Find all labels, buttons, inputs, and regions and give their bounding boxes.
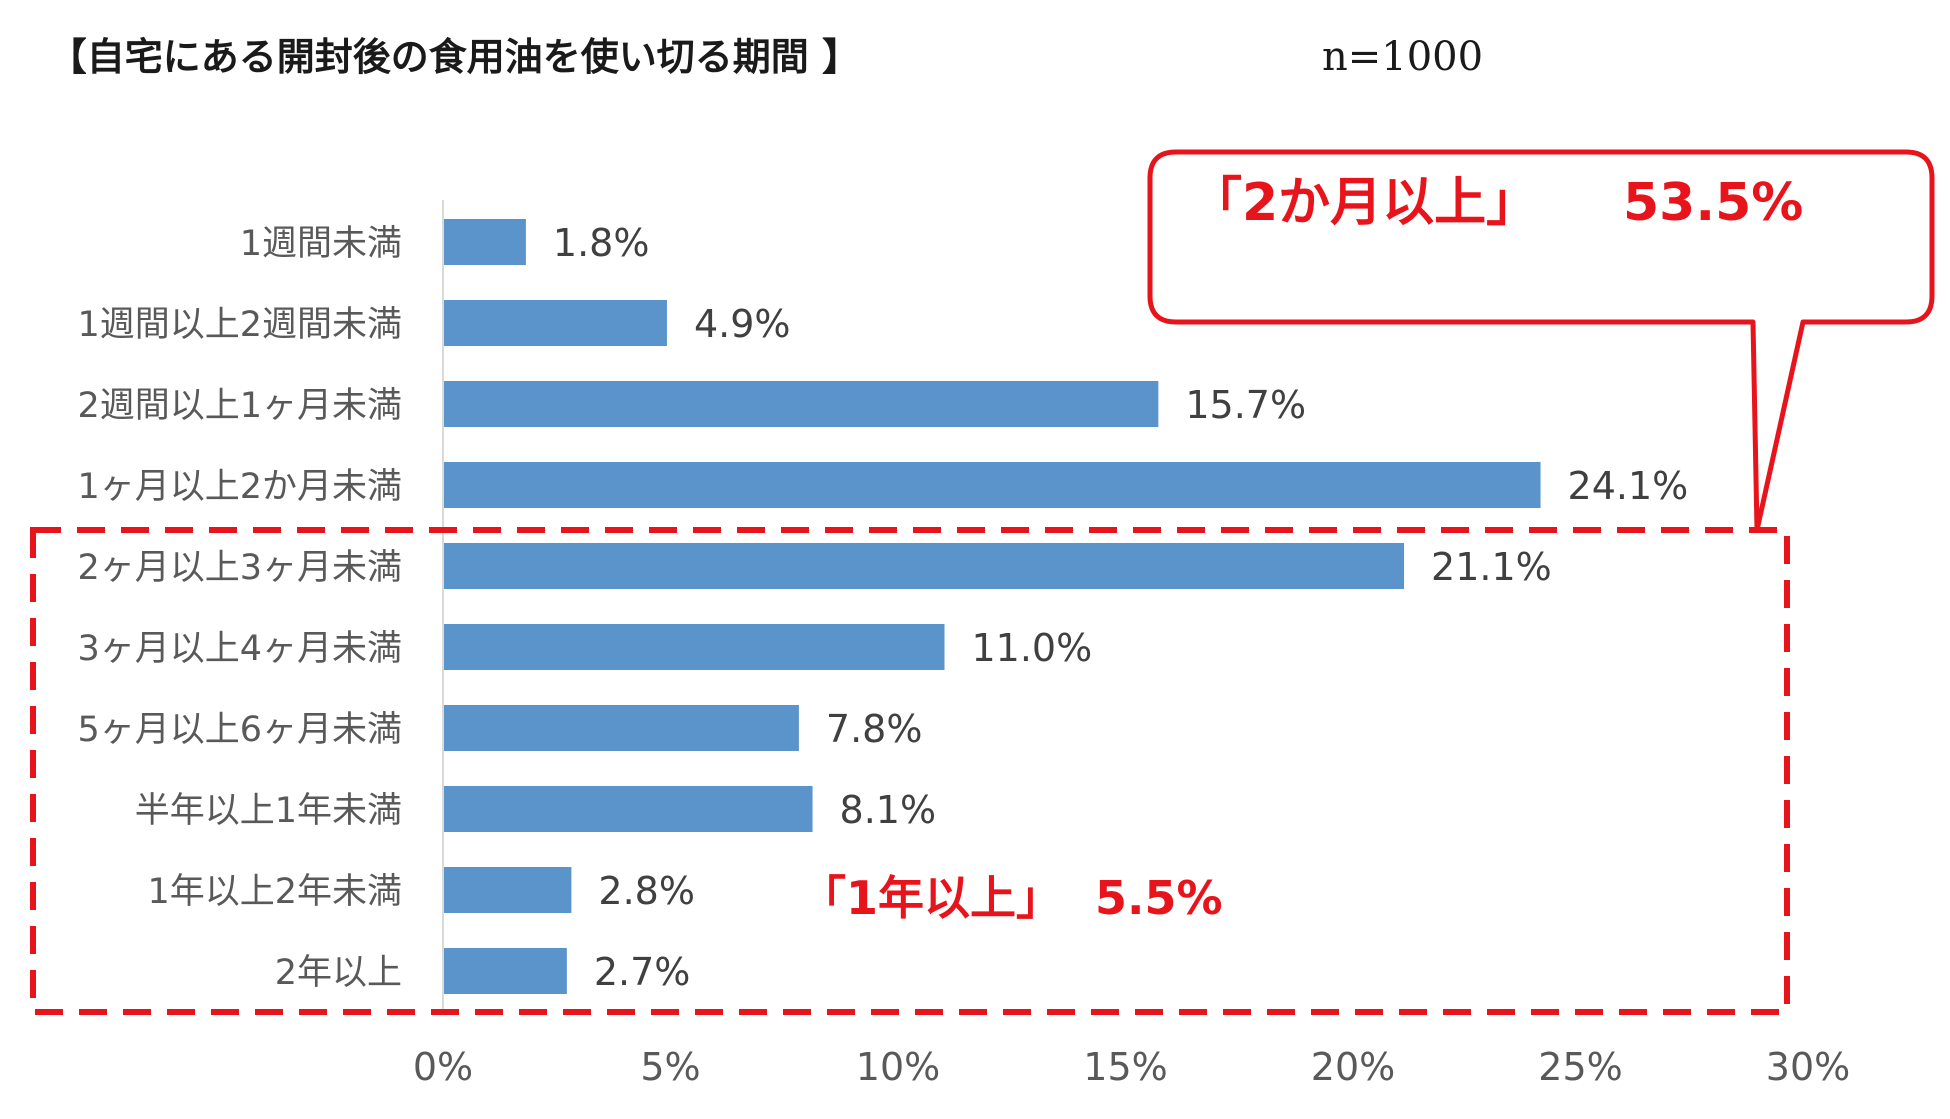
- bar: [444, 867, 572, 913]
- value-label: 2.8%: [598, 869, 695, 913]
- category-label: 1ヶ月以上2か月未満: [77, 467, 402, 507]
- bar: [444, 948, 567, 994]
- bar: [444, 219, 526, 265]
- x-tick-label: 30%: [1766, 1045, 1850, 1089]
- bar: [444, 462, 1541, 508]
- x-tick-labels: 0% 5% 10% 15% 20% 25% 30%: [413, 1045, 1850, 1089]
- value-label: 11.0%: [972, 626, 1093, 670]
- highlight-box: [30, 527, 1790, 1015]
- category-label: 1週間未満: [240, 224, 402, 264]
- bar: [444, 543, 1405, 589]
- value-label: 1.8%: [553, 221, 650, 265]
- x-tick-label: 15%: [1083, 1045, 1167, 1089]
- chart-title: 【自宅にある開封後の食用油を使い切る期間 】: [49, 35, 860, 79]
- value-label: 8.1%: [840, 788, 937, 832]
- value-label: 21.1%: [1431, 545, 1552, 589]
- category-label: 1年以上2年未満: [147, 872, 402, 912]
- bar: [444, 300, 667, 346]
- x-tick-label: 0%: [413, 1045, 473, 1089]
- value-label: 15.7%: [1185, 383, 1306, 427]
- value-label: 4.9%: [694, 302, 791, 346]
- category-labels: 1週間未満 1週間以上2週間未満 2週間以上1ヶ月未満 1ヶ月以上2か月未満 2ヶ月以上…: [77, 224, 402, 993]
- bar: [444, 381, 1159, 427]
- callout-value: 53.5%: [1623, 173, 1803, 233]
- x-tick-label: 5%: [640, 1045, 700, 1089]
- x-tick-label: 25%: [1538, 1045, 1622, 1089]
- category-label: 5ヶ月以上6ヶ月未満: [77, 710, 402, 750]
- category-label: 2ヶ月以上3ヶ月未満: [77, 548, 402, 588]
- bar: [444, 624, 945, 670]
- callout-bubble: [1147, 149, 1935, 533]
- bar: [444, 705, 799, 751]
- category-label: 3ヶ月以上4ヶ月未満: [77, 629, 402, 669]
- bars: [444, 219, 1541, 994]
- value-label: 24.1%: [1568, 464, 1689, 508]
- value-labels: 1.8% 4.9% 15.7% 24.1% 21.1% 11.0% 7.8% 8.1% 2.8%…: [553, 221, 1688, 994]
- annotation-value: 5.5%: [1095, 871, 1223, 925]
- callout-label: 「2か月以上」: [1190, 173, 1538, 233]
- category-label: 半年以上1年未満: [135, 791, 402, 831]
- chart-subtitle: n=1000: [1322, 34, 1483, 80]
- x-tick-label: 20%: [1311, 1045, 1395, 1089]
- category-label: 2年以上: [275, 953, 402, 993]
- bar: [444, 786, 813, 832]
- x-tick-label: 10%: [856, 1045, 940, 1089]
- value-label: 7.8%: [826, 707, 923, 751]
- value-label: 2.7%: [594, 950, 691, 994]
- category-label: 2週間以上1ヶ月未満: [77, 386, 402, 426]
- annotation-label: 「1年以上」: [800, 871, 1062, 925]
- category-label: 1週間以上2週間未満: [77, 305, 402, 345]
